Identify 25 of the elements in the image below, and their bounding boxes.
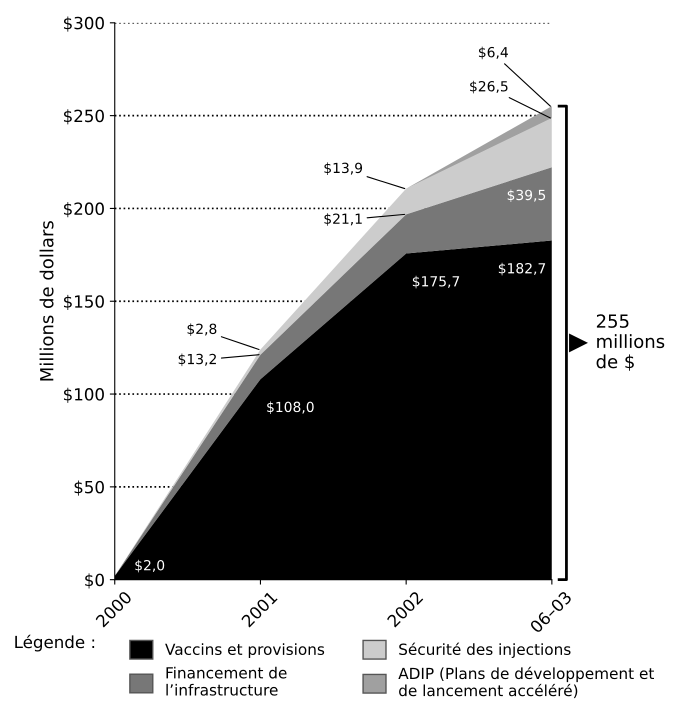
text: 255 millions de $ — [596, 314, 664, 371]
y-tick-label: $0 — [85, 573, 104, 588]
y-axis-title: Millions de dollars — [40, 221, 54, 380]
y-tick-label: $150 — [64, 294, 104, 310]
legend-label: ADIP (Plans de développement et de lancement accéléré) — [398, 666, 654, 698]
legend-label: Vaccins et provisions — [165, 643, 324, 658]
data-label: $2,0 — [135, 560, 164, 572]
y-tick-label: $50 — [74, 480, 104, 496]
data-label: $108,0 — [267, 401, 314, 414]
legend-title: Légende : — [15, 634, 94, 652]
data-label: $6,4 — [478, 46, 508, 60]
y-tick-label: $100 — [64, 388, 104, 403]
data-label: $26,5 — [470, 80, 508, 94]
legend-label: Sécurité des injections — [399, 642, 571, 658]
y-tick-label: $200 — [64, 202, 104, 218]
data-label: $21,1 — [324, 213, 362, 226]
data-label: $175,7 — [412, 276, 460, 288]
data-label: $39,5 — [508, 189, 546, 202]
data-label: $182,7 — [498, 262, 546, 276]
y-tick-label: $250 — [64, 109, 104, 124]
data-label: $13,9 — [324, 162, 362, 176]
legend-label: Financement de l’infrastructure — [166, 666, 287, 696]
data-label: $2,8 — [188, 323, 216, 336]
data-label: $13,2 — [178, 354, 216, 366]
y-tick-label: $300 — [64, 16, 104, 32]
